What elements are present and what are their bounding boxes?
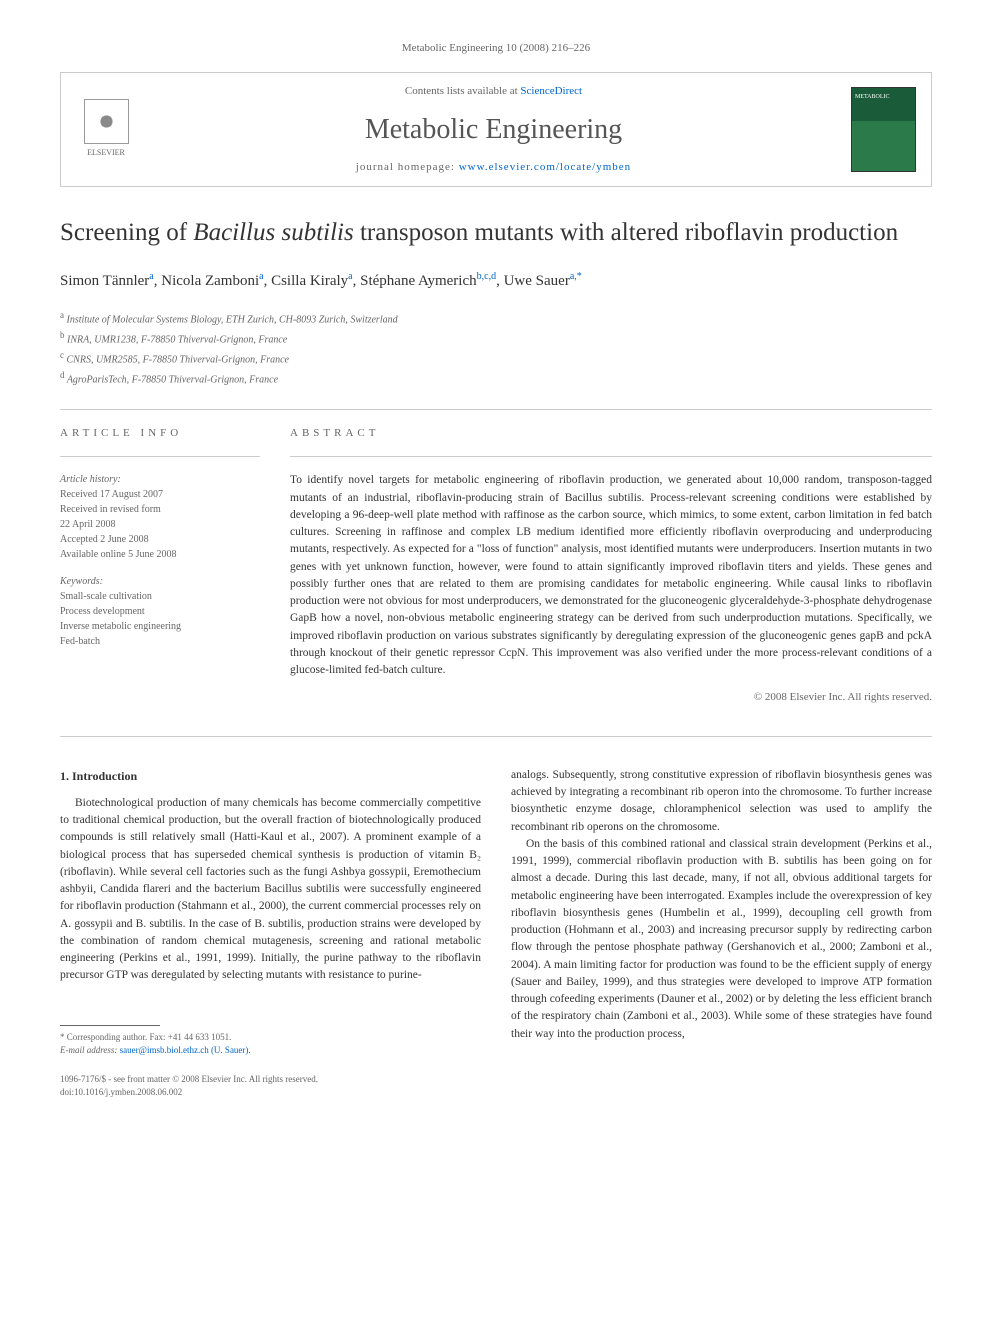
intro-paragraph-2: analogs. Subsequently, strong constituti… [511,767,932,836]
affiliation-b: b INRA, UMR1238, F-78850 Thiverval-Grign… [60,328,932,348]
info-divider [60,456,260,457]
email-label: E-mail address: [60,1045,120,1055]
abstract-divider [290,456,932,457]
right-column: analogs. Subsequently, strong constituti… [511,767,932,1100]
revised-line1: Received in revised form [60,502,260,517]
affiliation-c: c CNRS, UMR2585, F-78850 Thiverval-Grign… [60,348,932,368]
introduction-heading: 1. Introduction [60,767,481,785]
article-info-column: ARTICLE INFO Article history: Received 1… [60,425,260,706]
keyword-2: Process development [60,604,260,619]
author-3: Csilla Kiraly [271,273,348,289]
homepage-prefix: journal homepage: [356,161,459,173]
author-5-sup: a,* [570,271,582,282]
journal-reference: Metabolic Engineering 10 (2008) 216–226 [60,40,932,57]
title-species: Bacillus subtilis [193,219,353,246]
publisher-header-box: ELSEVIER Contents lists available at Sci… [60,72,932,187]
elsevier-label: ELSEVIER [87,147,125,159]
abstract-copyright: © 2008 Elsevier Inc. All rights reserved… [290,689,932,706]
footer-block: * Corresponding author. Fax: +41 44 633 … [60,1025,481,1100]
email-link[interactable]: sauer@imsb.biol.ethz.ch (U. Sauer). [120,1045,251,1055]
aff-b-text: INRA, UMR1238, F-78850 Thiverval-Grignon… [65,334,288,345]
keyword-3: Inverse metabolic engineering [60,619,260,634]
title-post: transposon mutants with altered riboflav… [354,219,898,246]
left-column: 1. Introduction Biotechnological product… [60,767,481,1100]
online-date: Available online 5 June 2008 [60,547,260,562]
affiliations: a Institute of Molecular Systems Biology… [60,308,932,389]
abstract-text: To identify novel targets for metabolic … [290,472,932,679]
homepage-line: journal homepage: www.elsevier.com/locat… [151,159,836,176]
keywords-block: Keywords: Small-scale cultivation Proces… [60,574,260,649]
keyword-1: Small-scale cultivation [60,589,260,604]
contents-available-line: Contents lists available at ScienceDirec… [151,83,836,100]
abstract-heading: ABSTRACT [290,425,932,442]
divider-top [60,409,932,410]
author-1-sup: a [149,271,153,282]
author-2-sup: a [259,271,263,282]
author-5: Uwe Sauer [504,273,570,289]
affiliation-a: a Institute of Molecular Systems Biology… [60,308,932,328]
issn-line: 1096-7176/$ - see front matter © 2008 El… [60,1073,481,1087]
title-pre: Screening of [60,219,193,246]
intro-paragraph-3: On the basis of this combined rational a… [511,836,932,1043]
email-line: E-mail address: sauer@imsb.biol.ethz.ch … [60,1044,481,1058]
elsevier-tree-icon [84,99,129,144]
revised-line2: 22 April 2008 [60,517,260,532]
authors-line: Simon Tännlera, Nicola Zambonia, Csilla … [60,269,932,293]
doi-line: doi:10.1016/j.ymben.2008.06.002 [60,1086,481,1100]
author-1: Simon Tännler [60,273,149,289]
intro-paragraph-1: Biotechnological production of many chem… [60,795,481,985]
affiliation-d: d AgroParisTech, F-78850 Thiverval-Grign… [60,368,932,388]
body-columns: 1. Introduction Biotechnological product… [60,767,932,1100]
author-2: Nicola Zamboni [161,273,259,289]
journal-name: Metabolic Engineering [151,109,836,151]
article-title: Screening of Bacillus subtilis transposo… [60,217,932,250]
info-abstract-row: ARTICLE INFO Article history: Received 1… [60,425,932,706]
homepage-link[interactable]: www.elsevier.com/locate/ymben [459,161,631,173]
keywords-label: Keywords: [60,574,260,589]
sciencedirect-link[interactable]: ScienceDirect [520,85,582,97]
abstract-column: ABSTRACT To identify novel targets for m… [290,425,932,706]
received-date: Received 17 August 2007 [60,487,260,502]
aff-d-text: AgroParisTech, F-78850 Thiverval-Grignon… [65,375,279,386]
article-history-block: Article history: Received 17 August 2007… [60,472,260,562]
accepted-date: Accepted 2 June 2008 [60,532,260,547]
aff-a-text: Institute of Molecular Systems Biology, … [64,314,398,325]
journal-cover-thumbnail [851,87,916,172]
footer-divider [60,1025,160,1026]
header-center: Contents lists available at ScienceDirec… [151,83,836,176]
contents-prefix: Contents lists available at [405,85,520,97]
article-info-heading: ARTICLE INFO [60,425,260,442]
author-4-sup: b,c,d [477,271,496,282]
history-label: Article history: [60,472,260,487]
author-3-sup: a [348,271,352,282]
keyword-4: Fed-batch [60,634,260,649]
aff-c-text: CNRS, UMR2585, F-78850 Thiverval-Grignon… [64,354,289,365]
author-4: Stéphane Aymerich [360,273,477,289]
divider-bottom [60,736,932,737]
corresponding-author: * Corresponding author. Fax: +41 44 633 … [60,1031,481,1045]
elsevier-logo: ELSEVIER [76,94,136,164]
